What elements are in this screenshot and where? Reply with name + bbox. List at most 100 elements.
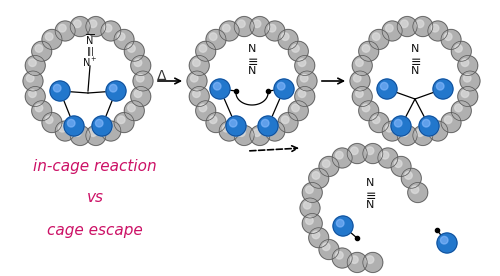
Circle shape xyxy=(28,90,36,97)
Circle shape xyxy=(413,125,433,145)
Text: vs: vs xyxy=(86,190,104,206)
Circle shape xyxy=(441,30,461,49)
Circle shape xyxy=(369,30,389,49)
Circle shape xyxy=(234,125,254,145)
Circle shape xyxy=(189,86,209,107)
Circle shape xyxy=(416,129,424,136)
Circle shape xyxy=(404,172,412,179)
Circle shape xyxy=(411,186,419,193)
Circle shape xyxy=(118,33,125,40)
Circle shape xyxy=(422,120,430,127)
Circle shape xyxy=(104,24,112,32)
Circle shape xyxy=(278,83,285,90)
Circle shape xyxy=(300,198,320,218)
Circle shape xyxy=(55,21,75,41)
Circle shape xyxy=(378,148,398,168)
Circle shape xyxy=(238,129,245,136)
Circle shape xyxy=(292,45,300,52)
Circle shape xyxy=(214,83,221,90)
Circle shape xyxy=(386,124,393,132)
Circle shape xyxy=(356,90,363,97)
Circle shape xyxy=(74,20,81,28)
Circle shape xyxy=(210,79,230,99)
Circle shape xyxy=(322,243,330,251)
Circle shape xyxy=(128,104,136,112)
Circle shape xyxy=(400,20,408,28)
Circle shape xyxy=(312,231,320,239)
Circle shape xyxy=(196,101,216,121)
Circle shape xyxy=(363,253,383,272)
Circle shape xyxy=(444,116,452,124)
Circle shape xyxy=(124,101,144,121)
Circle shape xyxy=(308,168,328,188)
Circle shape xyxy=(282,33,289,40)
Circle shape xyxy=(133,71,153,91)
Circle shape xyxy=(381,151,389,159)
Circle shape xyxy=(336,151,343,159)
Circle shape xyxy=(386,24,393,32)
Circle shape xyxy=(350,256,358,263)
Circle shape xyxy=(302,182,322,203)
Circle shape xyxy=(332,148,352,168)
Circle shape xyxy=(452,41,471,61)
Circle shape xyxy=(96,120,103,127)
Text: in-cage reaction: in-cage reaction xyxy=(33,158,157,174)
Circle shape xyxy=(394,120,402,127)
Circle shape xyxy=(35,45,42,52)
Circle shape xyxy=(253,20,261,28)
Circle shape xyxy=(363,144,383,164)
Circle shape xyxy=(265,121,285,141)
Circle shape xyxy=(110,84,117,92)
Circle shape xyxy=(86,17,106,36)
Circle shape xyxy=(32,101,52,121)
Circle shape xyxy=(219,21,239,41)
Circle shape xyxy=(352,86,372,107)
Circle shape xyxy=(377,79,397,99)
Circle shape xyxy=(101,121,121,141)
Circle shape xyxy=(431,124,439,132)
Circle shape xyxy=(199,45,206,52)
Circle shape xyxy=(288,41,308,61)
Circle shape xyxy=(124,41,144,61)
Circle shape xyxy=(68,120,75,127)
Circle shape xyxy=(400,129,408,136)
Circle shape xyxy=(433,79,453,99)
Circle shape xyxy=(206,113,226,132)
Circle shape xyxy=(64,116,84,136)
Circle shape xyxy=(128,45,136,52)
Circle shape xyxy=(444,33,452,40)
Text: N: N xyxy=(366,200,374,210)
Circle shape xyxy=(372,116,380,124)
Circle shape xyxy=(70,17,90,36)
Circle shape xyxy=(391,156,411,176)
Circle shape xyxy=(35,104,42,112)
Circle shape xyxy=(131,86,151,107)
Circle shape xyxy=(92,116,112,136)
Text: N: N xyxy=(411,44,419,54)
Circle shape xyxy=(70,125,90,145)
Circle shape xyxy=(419,116,439,136)
Circle shape xyxy=(46,116,53,124)
Circle shape xyxy=(196,41,216,61)
Circle shape xyxy=(333,216,353,236)
Circle shape xyxy=(192,90,200,97)
Circle shape xyxy=(226,116,246,136)
Circle shape xyxy=(454,45,462,52)
Circle shape xyxy=(319,240,339,259)
Circle shape xyxy=(461,59,469,67)
Circle shape xyxy=(372,33,380,40)
Circle shape xyxy=(428,121,448,141)
Circle shape xyxy=(352,55,372,76)
Circle shape xyxy=(210,116,217,124)
Circle shape xyxy=(298,59,306,67)
Circle shape xyxy=(397,125,417,145)
Circle shape xyxy=(436,83,444,90)
Circle shape xyxy=(32,41,52,61)
Circle shape xyxy=(350,71,370,91)
Circle shape xyxy=(199,104,206,112)
Circle shape xyxy=(265,21,285,41)
Circle shape xyxy=(187,71,207,91)
Text: $\mathsf{\||}$: $\mathsf{\||}$ xyxy=(86,44,94,57)
Circle shape xyxy=(441,113,461,132)
Circle shape xyxy=(23,71,43,91)
